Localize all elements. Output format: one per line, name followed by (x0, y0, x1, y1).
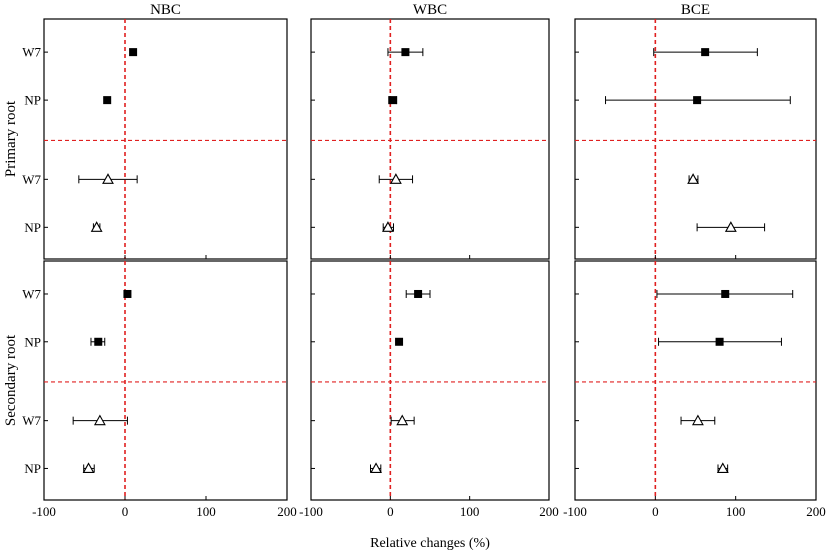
point-square-secondary-root-bce-w7 (721, 289, 730, 298)
y-tick-label: NP (24, 93, 41, 108)
point-triangle-secondary-root-wbc-np (370, 462, 382, 474)
point-triangle-primary-root-nbc-np (90, 221, 103, 232)
x-tick-label: -100 (563, 504, 587, 519)
point-triangle-secondary-root-nbc-w7 (93, 414, 106, 426)
x-tick-label: 0 (652, 504, 659, 519)
point-triangle-primary-root-bce-np (724, 221, 737, 232)
point-triangle-secondary-root-nbc-np (82, 462, 95, 474)
point-triangle-secondary-root-bce-np (716, 462, 729, 474)
x-tick-label: 200 (277, 504, 297, 519)
point-square-primary-root-nbc-np (103, 96, 112, 105)
y-tick-label: NP (24, 334, 41, 349)
row-title-secondary-root: Secondary root (3, 334, 19, 426)
panel-frame-primary-root-bce (574, 18, 817, 260)
row-title-primary-root: Primary root (3, 100, 19, 177)
column-title-nbc: NBC (150, 2, 181, 18)
point-square-secondary-root-bce-np (715, 337, 724, 346)
point-square-primary-root-bce-w7 (701, 48, 710, 57)
x-tick-label: 200 (806, 504, 826, 519)
y-tick-label: W7 (22, 45, 41, 60)
x-tick-label: 200 (539, 504, 559, 519)
point-square-primary-root-wbc-w7 (401, 48, 410, 57)
x-tick-label: 100 (726, 504, 746, 519)
y-tick-label: W7 (22, 413, 41, 428)
point-triangle-primary-root-nbc-w7 (102, 173, 114, 184)
x-tick-label: -100 (32, 504, 56, 519)
panel-frame-primary-root-wbc (310, 18, 550, 260)
point-square-primary-root-nbc-w7 (129, 48, 138, 57)
point-square-secondary-root-wbc-w7 (414, 289, 423, 298)
panel-frame-secondary-root-bce (574, 260, 817, 501)
x-tick-label: 0 (387, 504, 394, 519)
point-triangle-secondary-root-wbc-w7 (396, 414, 409, 426)
panel-frame-primary-root-nbc (43, 18, 288, 260)
x-tick-label: 100 (196, 504, 216, 519)
point-square-primary-root-wbc-np (388, 96, 397, 105)
point-triangle-primary-root-wbc-np (382, 221, 394, 232)
y-tick-label: NP (24, 461, 41, 476)
y-tick-label: NP (24, 220, 41, 235)
point-square-secondary-root-nbc-np (94, 337, 103, 346)
x-tick-label: -100 (299, 504, 323, 519)
column-title-bce: BCE (681, 2, 710, 18)
point-square-secondary-root-nbc-w7 (123, 289, 132, 298)
point-triangle-primary-root-bce-w7 (687, 173, 700, 184)
point-triangle-secondary-root-bce-w7 (691, 414, 704, 426)
x-tick-label: 100 (460, 504, 480, 519)
point-square-secondary-root-wbc-np (395, 337, 404, 346)
panel-frame-secondary-root-nbc (43, 260, 288, 501)
y-tick-label: W7 (22, 286, 41, 301)
point-square-primary-root-bce-np (693, 96, 702, 105)
point-triangle-primary-root-wbc-w7 (389, 173, 402, 184)
column-title-wbc: WBC (413, 2, 447, 18)
x-axis-title: Relative changes (%) (370, 536, 490, 551)
panel-frame-secondary-root-wbc (310, 260, 550, 501)
y-tick-label: W7 (22, 172, 41, 187)
x-tick-label: 0 (122, 504, 129, 519)
